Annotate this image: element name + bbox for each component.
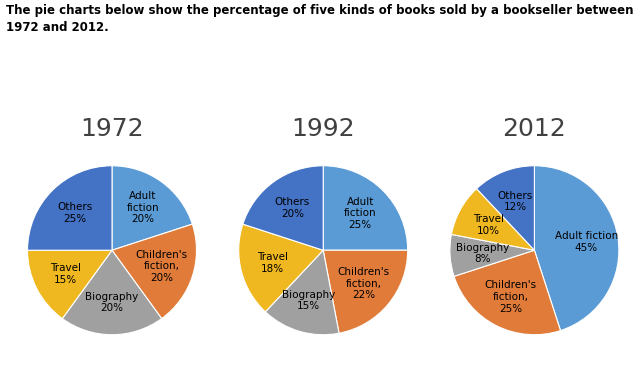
Wedge shape [28, 166, 112, 250]
Title: 1972: 1972 [80, 117, 144, 141]
Wedge shape [239, 224, 323, 312]
Wedge shape [62, 250, 162, 335]
Wedge shape [243, 166, 323, 250]
Wedge shape [323, 250, 408, 333]
Wedge shape [266, 250, 339, 335]
Text: Others
25%: Others 25% [58, 203, 93, 224]
Wedge shape [454, 250, 561, 335]
Text: Children's
fiction,
20%: Children's fiction, 20% [136, 250, 188, 283]
Text: Others
12%: Others 12% [497, 191, 532, 212]
Title: 2012: 2012 [502, 117, 566, 141]
Wedge shape [112, 224, 196, 319]
Text: Biography
15%: Biography 15% [282, 290, 335, 311]
Text: Travel
15%: Travel 15% [50, 263, 81, 285]
Text: The pie charts below show the percentage of five kinds of books sold by a bookse: The pie charts below show the percentage… [6, 4, 634, 34]
Wedge shape [451, 188, 534, 250]
Wedge shape [28, 250, 112, 319]
Text: Children's
fiction,
25%: Children's fiction, 25% [484, 280, 537, 314]
Text: Adult
fiction
25%: Adult fiction 25% [344, 197, 376, 230]
Wedge shape [450, 235, 534, 276]
Wedge shape [477, 166, 534, 250]
Text: Adult fiction
45%: Adult fiction 45% [554, 231, 618, 253]
Text: Travel
18%: Travel 18% [257, 253, 288, 274]
Wedge shape [323, 166, 408, 250]
Title: 1992: 1992 [291, 117, 355, 141]
Text: Biography
20%: Biography 20% [85, 292, 139, 314]
Text: Biography
8%: Biography 8% [456, 243, 509, 264]
Text: Children's
fiction,
22%: Children's fiction, 22% [337, 267, 390, 300]
Wedge shape [534, 166, 619, 330]
Wedge shape [112, 166, 193, 250]
Text: Adult
fiction
20%: Adult fiction 20% [127, 191, 159, 224]
Text: Travel
10%: Travel 10% [473, 214, 504, 236]
Text: Others
20%: Others 20% [275, 197, 310, 219]
